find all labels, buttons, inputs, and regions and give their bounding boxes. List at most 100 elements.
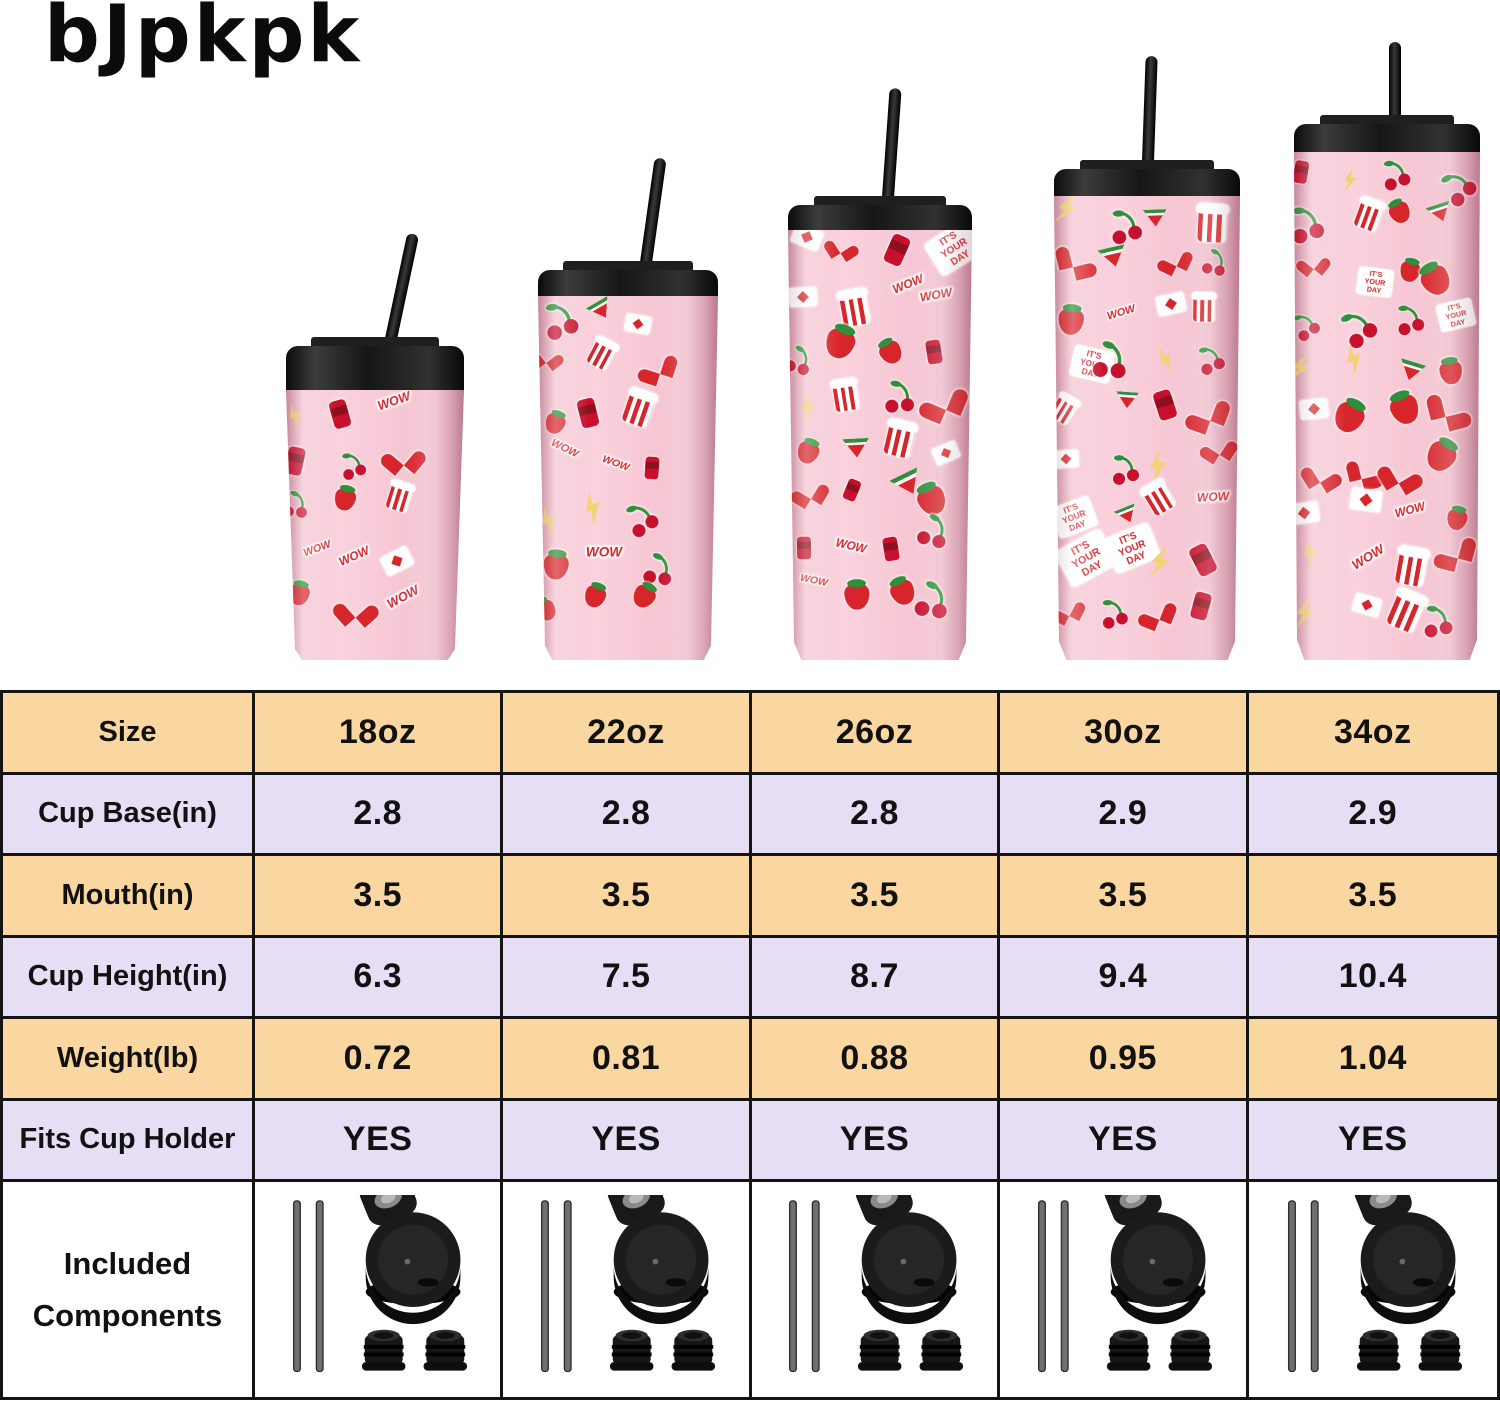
heart-sticker-icon [795,477,824,504]
value-cell-18oz: 0.72 [255,1019,504,1101]
gloss-highlight [538,296,718,660]
heart-sticker-icon [1204,434,1231,460]
strawberry-sticker-icon [821,324,859,363]
value-cell-18oz: YES [255,1100,504,1182]
heart-sticker-icon [1307,460,1337,489]
tumbler-body: WOW WOW WOW [538,296,718,660]
straw-icon [292,1199,324,1372]
envelope-sticker-icon [1349,487,1383,513]
strawberry-sticker-icon [542,410,568,437]
strawberry-sticker-icon [1386,390,1424,429]
tumbler-body: IT'S YOUR DAY WOW WOW WOW WOW [788,230,972,660]
popcorn-sticker-icon [621,393,655,429]
value-cell-30oz: YES [1000,1100,1249,1182]
value-cell-18oz: 6.3 [255,937,504,1019]
wow-badge-icon: WOW [1196,489,1230,505]
size-header-cell-22oz: 22oz [503,693,752,775]
heart-sticker-icon [922,381,962,419]
flip-lid-icon [856,1194,957,1324]
flip-lid-icon [607,1194,709,1324]
soda-can-sticker-icon [881,536,901,562]
size-header-cell-30oz: 30oz [1000,693,1249,775]
flip-lid-icon [1104,1194,1206,1324]
lightning-sticker-icon [1151,342,1181,375]
row-label-weight-lb: Weight(lb) [3,1019,255,1101]
straw-icon [541,1199,572,1372]
tumbler-34oz: IT'S YOUR DAY IT'S YOUR DAY WOW WOW [1294,42,1480,660]
spec-table: Size 18oz 22oz 26oz 30oz 34oz Cup Base(in) 2.8 2… [0,690,1500,1400]
watermelon-sticker-icon [1143,209,1167,227]
size-header-cell-18oz: 18oz [255,693,504,775]
tumbler-26oz: IT'S YOUR DAY WOW WOW WOW WOW [788,87,972,660]
wow-badge-icon: WOW [834,535,868,557]
value-cell-30oz: 0.95 [1000,1019,1249,1101]
lightning-sticker-icon [538,502,565,539]
value-cell-18oz: 3.5 [255,856,504,938]
value-cell-34oz: 10.4 [1248,937,1497,1019]
strawberry-sticker-icon [1438,359,1464,386]
value-cell-26oz: YES [751,1100,1001,1182]
popcorn-sticker-icon [1192,298,1216,322]
soda-can-sticker-icon [882,232,912,268]
heart-sticker-icon [1054,596,1081,622]
cherry-sticker-icon [1294,309,1323,343]
popcorn-sticker-icon [385,484,413,514]
popcorn-sticker-icon [1385,594,1425,634]
value-cell-34oz: 2.9 [1248,774,1497,856]
stopper-icon [671,1329,716,1371]
lightning-sticker-icon [1298,538,1322,568]
strawberry-sticker-icon [1329,397,1369,438]
lightning-sticker-icon [577,488,609,527]
strawberry-sticker-icon [542,552,570,581]
wow-badge-icon: WOW [799,571,829,589]
flip-lid-icon [359,1194,461,1324]
value-cell-22oz: 0.81 [503,1019,752,1101]
popcorn-sticker-icon [832,383,860,413]
soda-can-sticker-icon [1151,388,1179,422]
cherry-sticker-icon [1197,344,1228,376]
included-components-image [1037,1194,1212,1372]
stopper-icon [1356,1329,1401,1371]
soda-can-sticker-icon [796,536,812,560]
heart-sticker-icon [830,234,855,258]
included-components-image [1287,1194,1462,1372]
heart-sticker-icon [1059,241,1096,277]
heart-sticker-icon [538,345,558,367]
components-cell-22oz [503,1182,752,1397]
heart-sticker-icon [1384,458,1418,490]
heart-sticker-icon [1434,532,1472,569]
envelope-sticker-icon [1294,501,1320,525]
cherry-sticker-icon [1382,159,1412,191]
strawberry-sticker-icon [1386,198,1414,227]
envelope-sticker-icon [790,230,824,252]
cherry-sticker-icon [911,579,956,626]
included-components-image [789,1194,964,1372]
popcorn-sticker-icon [1353,201,1383,233]
stopper-icon [609,1329,654,1371]
wow-badge-icon: WOW [600,452,632,474]
wow-badge-icon: WOW [549,435,581,461]
components-cell-34oz [1248,1182,1497,1397]
lightning-sticker-icon [1340,166,1361,194]
cherry-sticker-icon [1200,247,1233,281]
components-cell-30oz [1000,1182,1249,1397]
cherry-sticker-icon [914,512,956,555]
row-label-cup-height-in: Cup Height(in) [3,937,255,1019]
cherry-sticker-icon [1338,305,1383,351]
strawberry-sticker-icon [875,337,907,368]
cherry-sticker-icon [1423,605,1454,638]
wow-badge-icon: WOW [301,537,333,559]
soda-can-sticker-icon [841,477,863,503]
wow-badge-icon: WOW [336,543,372,569]
included-components-image [292,1194,467,1372]
heart-sticker-icon [1431,388,1471,427]
soda-can-sticker-icon [576,396,600,430]
soda-can-sticker-icon [327,398,353,430]
tumbler-body: WOW IT'S YOUR DAY IT'S YOUR DAY WOW IT'S YOU… [1054,196,1240,660]
envelope-sticker-icon [788,286,818,308]
envelope-sticker-icon [1155,291,1187,317]
row-label-included-components: Included Components [3,1182,255,1397]
cherry-sticker-icon [1112,455,1140,485]
lightning-sticker-icon [1294,594,1319,632]
watermelon-sticker-icon [1396,358,1427,384]
